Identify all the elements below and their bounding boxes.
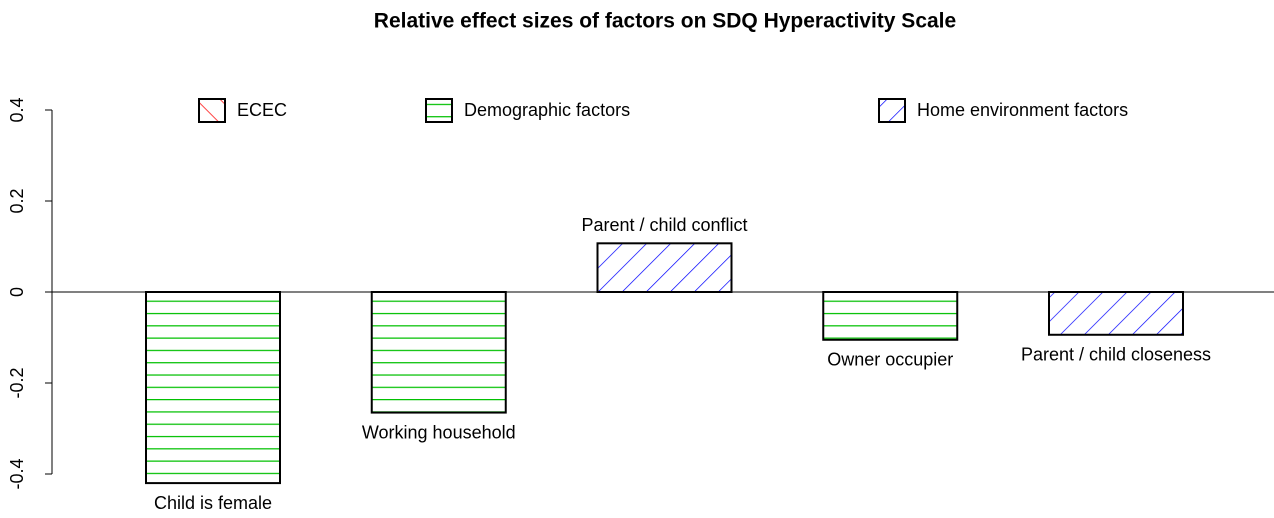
legend-label: Home environment factors [917, 100, 1128, 120]
bar [822, 291, 959, 341]
y-tick-label: 0.4 [7, 97, 27, 122]
bar-label: Parent / child conflict [581, 215, 747, 235]
bar-label: Parent / child closeness [1021, 345, 1211, 365]
bar [1048, 291, 1184, 336]
bar-label: Child is female [154, 493, 272, 513]
legend-label: Demographic factors [464, 100, 630, 120]
y-tick-label: 0 [7, 287, 27, 297]
legend-swatch [198, 98, 226, 123]
chart-title: Relative effect sizes of factors on SDQ … [374, 10, 956, 33]
bar-label: Owner occupier [827, 350, 953, 370]
y-tick-label: -0.4 [7, 458, 27, 489]
legend-swatch [425, 98, 453, 123]
y-tick-label: 0.2 [7, 188, 27, 213]
bar [596, 242, 733, 294]
y-tick-label: -0.2 [7, 367, 27, 398]
bar [370, 291, 507, 414]
bar-label: Working household [362, 422, 516, 442]
bar [145, 291, 281, 485]
legend-swatch [878, 98, 906, 123]
legend-label: ECEC [237, 100, 287, 120]
